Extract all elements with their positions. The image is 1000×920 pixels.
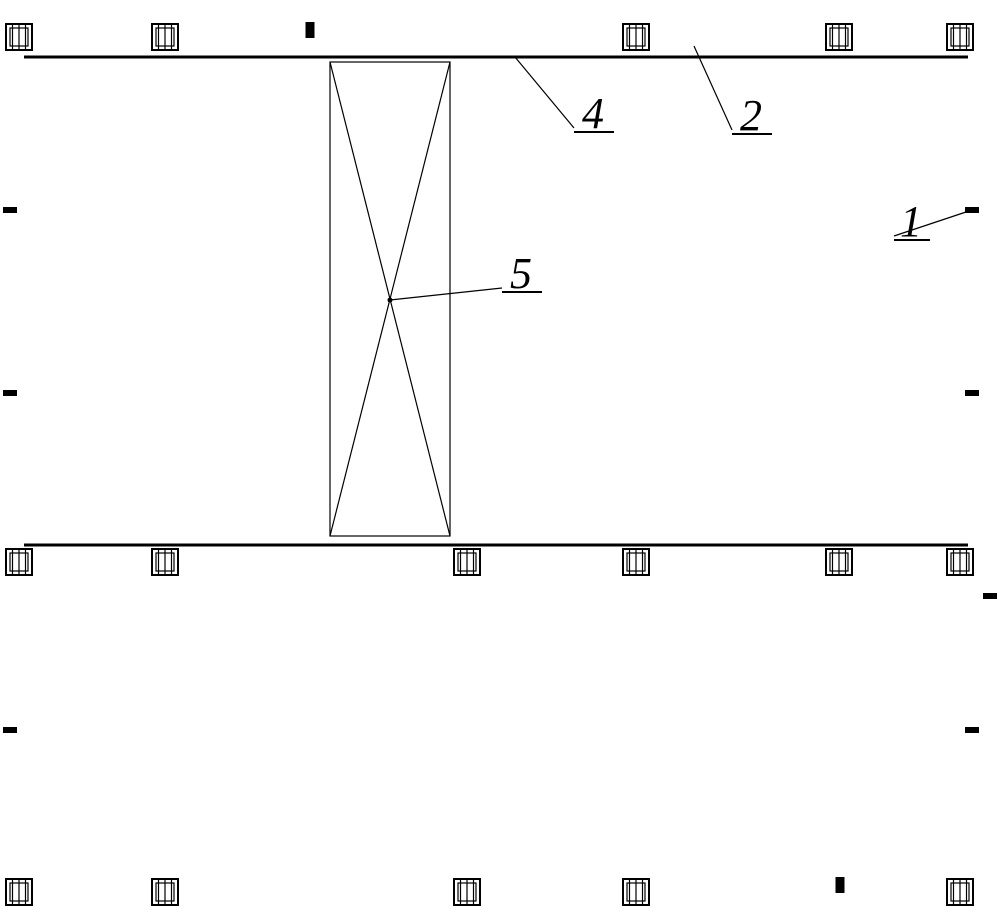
grid-tick-icon <box>3 727 17 733</box>
callout-label: 1 <box>900 197 922 246</box>
column-section-icon <box>826 549 852 575</box>
grid-tick-icon <box>965 727 979 733</box>
callout-label: 5 <box>510 249 532 298</box>
column-section-icon <box>623 879 649 905</box>
column-section-icon <box>947 549 973 575</box>
callout-label: 2 <box>740 91 762 140</box>
column-section-icon <box>454 549 480 575</box>
column-section-icon <box>826 24 852 50</box>
callout-4: 4 <box>515 57 614 138</box>
column-section-icon <box>6 879 32 905</box>
column-section-icon <box>947 24 973 50</box>
column-section-icon <box>623 549 649 575</box>
grid-tick-icon <box>965 390 979 396</box>
column-section-icon <box>454 879 480 905</box>
callout-2: 2 <box>694 46 772 140</box>
column-section-icon <box>6 24 32 50</box>
grid-tick-icon <box>983 593 997 599</box>
callout-1: 1 <box>894 197 972 246</box>
column-section-icon <box>6 549 32 575</box>
grid-tick-icon <box>3 207 17 213</box>
column-section-icon <box>623 24 649 50</box>
grid-tick-icon <box>3 390 17 396</box>
column-section-icon <box>152 879 178 905</box>
diagram-root: 4 2 1 5 <box>0 0 1000 920</box>
column-section-icon <box>947 879 973 905</box>
column-section-icon <box>152 549 178 575</box>
small-marker-icon <box>836 877 845 893</box>
callout-label: 4 <box>582 89 604 138</box>
small-marker-icon <box>306 22 315 38</box>
column-section-icon <box>152 24 178 50</box>
callout-5: 5 <box>388 249 543 303</box>
